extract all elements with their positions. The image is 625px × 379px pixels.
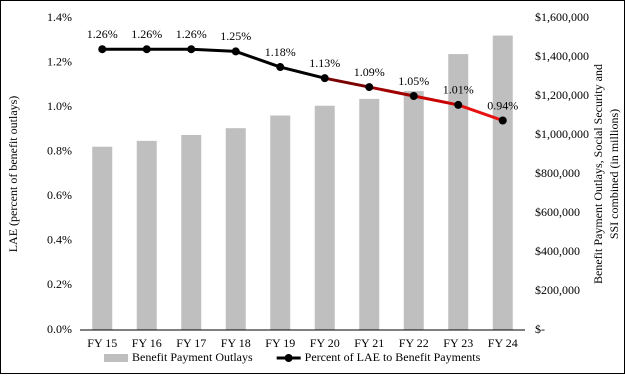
line-marker xyxy=(231,47,240,56)
y-tick-label: 0.2% xyxy=(47,277,72,291)
data-label: 1.01% xyxy=(443,83,474,97)
y-axis-title: LAE (percent of benefit outlays) xyxy=(6,96,20,253)
y-tick-label: 0.4% xyxy=(47,233,72,247)
y2-tick-label: $1,600,000 xyxy=(535,10,589,24)
data-label: 0.94% xyxy=(487,98,518,112)
y-tick-label: 0.8% xyxy=(47,143,72,157)
bar xyxy=(92,146,113,330)
bar xyxy=(270,115,291,330)
line-marker xyxy=(498,116,507,125)
y2-axis-title: Benefit Payment Outlays, Social Security… xyxy=(591,64,605,284)
line-segment xyxy=(457,103,504,122)
line-segment xyxy=(235,50,281,69)
line-marker xyxy=(320,74,329,83)
bar xyxy=(181,135,202,330)
x-tick-label: FY 22 xyxy=(399,336,429,350)
legend-label: Benefit Payment Outlays xyxy=(132,350,253,364)
x-tick-label: FY 23 xyxy=(443,336,473,350)
line-marker xyxy=(365,83,374,92)
y2-tick-label: $400,000 xyxy=(535,244,580,258)
legend-swatch xyxy=(284,354,293,362)
data-label: 1.13% xyxy=(309,56,340,70)
bar xyxy=(359,98,380,330)
x-tick-label: FY 16 xyxy=(132,336,162,350)
y2-tick-label: $1,400,000 xyxy=(535,49,589,63)
line-segment xyxy=(413,94,459,107)
line-segment xyxy=(368,85,415,98)
line-marker xyxy=(454,100,463,109)
bar xyxy=(314,105,335,330)
x-tick-label: FY 21 xyxy=(354,336,384,350)
legend-swatch xyxy=(104,354,128,362)
x-tick-label: FY 19 xyxy=(265,336,295,350)
x-tick-label: FY 15 xyxy=(87,336,117,350)
bar xyxy=(448,54,469,330)
line-marker xyxy=(276,63,285,72)
x-tick-label: FY 20 xyxy=(310,336,340,350)
line-marker xyxy=(409,92,418,100)
legend-label: Percent of LAE to Benefit Payments xyxy=(305,350,481,364)
y-tick-label: 1.2% xyxy=(47,54,72,68)
bar xyxy=(225,128,246,330)
y2-tick-label: $1,000,000 xyxy=(535,127,589,141)
y-tick-label: 1.4% xyxy=(47,10,72,24)
y2-axis-title: SSI combined (in millions) xyxy=(607,109,621,239)
y-tick-label: 0.0% xyxy=(47,322,72,336)
line-segment xyxy=(279,65,326,80)
x-tick-label: FY 18 xyxy=(221,336,251,350)
data-label: 1.25% xyxy=(220,29,251,43)
x-tick-label: FY 17 xyxy=(176,336,206,350)
line-segment xyxy=(324,76,370,89)
data-label: 1.18% xyxy=(265,45,296,59)
line-marker xyxy=(187,45,196,54)
line-segment xyxy=(191,47,236,53)
y2-tick-label: $1,200,000 xyxy=(535,88,589,102)
data-label: 1.09% xyxy=(354,65,385,79)
data-label: 1.26% xyxy=(131,27,162,41)
y-tick-label: 1.0% xyxy=(47,99,72,113)
bar xyxy=(492,35,513,331)
y-tick-label: 0.6% xyxy=(47,188,72,202)
bar xyxy=(403,91,424,330)
bar xyxy=(136,140,157,330)
y2-tick-label: $600,000 xyxy=(535,205,580,219)
data-label: 1.26% xyxy=(176,27,207,41)
y2-tick-label: $- xyxy=(535,322,545,336)
x-tick-label: FY 24 xyxy=(488,336,518,350)
data-label: 1.05% xyxy=(398,74,429,88)
line-marker xyxy=(98,45,107,54)
line-marker xyxy=(142,45,151,54)
y2-tick-label: $800,000 xyxy=(535,166,580,180)
data-label: 1.26% xyxy=(87,27,118,41)
y2-tick-label: $200,000 xyxy=(535,283,580,297)
